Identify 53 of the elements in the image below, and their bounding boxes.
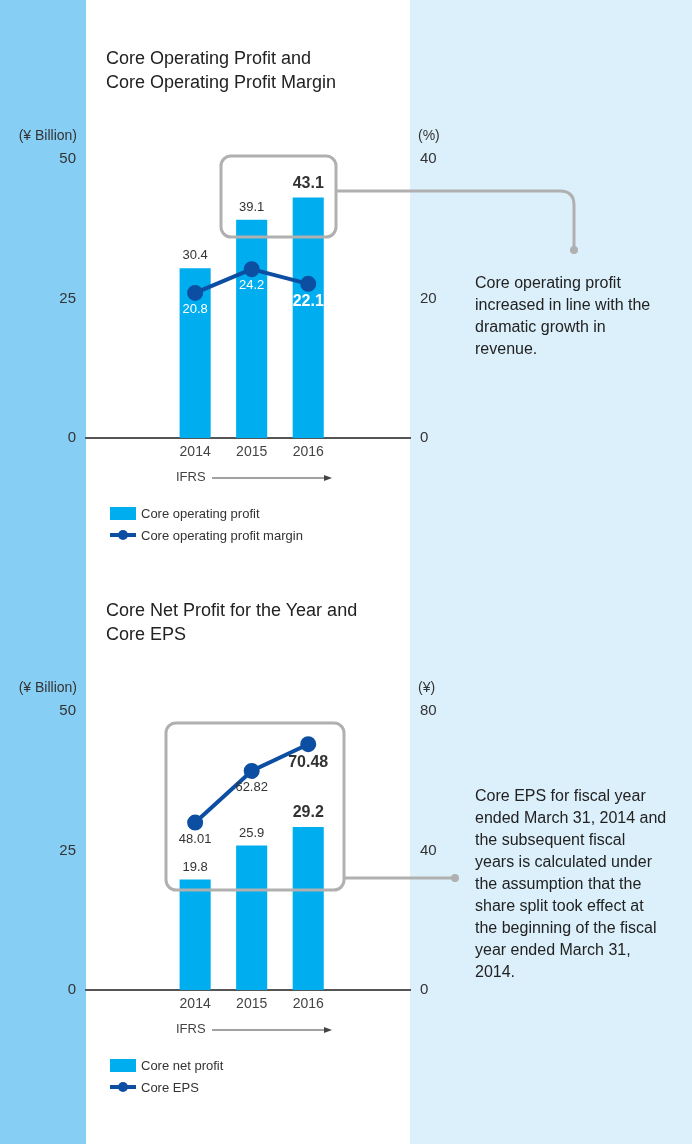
legend-label: Core EPS xyxy=(141,1079,199,1095)
y2-tick-label: 0 xyxy=(420,980,429,998)
x-tick-label: 2015 xyxy=(236,443,268,460)
bar xyxy=(236,219,268,438)
y-axis-title: (¥ Billion) xyxy=(18,127,77,143)
y2-axis-title: (%) xyxy=(418,127,440,143)
data-label: 70.48 xyxy=(288,752,329,770)
x-tick-label: 2014 xyxy=(179,443,211,460)
y2-tick-label: 40 xyxy=(420,840,437,858)
y-tick-label: 50 xyxy=(59,701,76,719)
text: Core EPS for fiscal year ended March 31, 2014 and the subsequent fiscal years is calculated under the assumption that the share split took effect at the beginning of the fiscal year ended March 31, 2014. xyxy=(475,787,667,980)
y2-tick-label: 40 xyxy=(420,149,437,167)
data-label: 30.4 xyxy=(182,247,208,263)
y-tick-label: 0 xyxy=(67,980,76,998)
y2-tick-label: 0 xyxy=(420,428,429,446)
y2-tick-label: 80 xyxy=(420,701,437,719)
y-tick-label: 25 xyxy=(59,288,76,306)
data-label: 48.01 xyxy=(178,830,212,846)
point xyxy=(187,814,204,831)
y-axis-title: (¥ Billion) xyxy=(18,679,77,695)
data-label: 22.1 xyxy=(292,292,324,310)
bar xyxy=(292,827,324,990)
x-tick-label: 2016 xyxy=(292,995,324,1012)
bar xyxy=(236,845,268,990)
data-label: 29.2 xyxy=(292,803,324,821)
data-label: 43.1 xyxy=(292,173,324,191)
x-tick-label: 2014 xyxy=(179,995,211,1012)
point xyxy=(243,762,260,779)
text: IFRS xyxy=(176,1021,206,1036)
data-label: 19.8 xyxy=(182,858,208,874)
legend-label: Core operating profit margin xyxy=(141,527,303,543)
data-label: 25.9 xyxy=(239,824,265,840)
point xyxy=(300,736,317,753)
x-tick-label: 2015 xyxy=(236,995,268,1012)
bar xyxy=(179,268,211,438)
y2-tick-label: 20 xyxy=(420,288,437,306)
x-tick-label: 2016 xyxy=(292,443,324,460)
legend-label: Core net profit xyxy=(141,1057,224,1073)
bar xyxy=(292,197,324,438)
y-tick-label: 50 xyxy=(59,149,76,167)
y-tick-label: 25 xyxy=(59,840,76,858)
text: IFRS xyxy=(176,469,206,484)
data-label: 39.1 xyxy=(239,198,265,214)
data-label: 24.2 xyxy=(239,277,265,293)
y-tick-label: 0 xyxy=(67,428,76,446)
chart-title: Core Net Profit for the Year and Core EPS xyxy=(106,599,358,646)
data-label: 62.82 xyxy=(235,778,268,794)
chart-title: Core Operating Profit and Core Operating Profit Margin xyxy=(106,47,337,94)
y2-axis-title: (¥) xyxy=(418,679,436,695)
bar xyxy=(179,879,211,990)
data-label: 20.8 xyxy=(182,301,208,316)
legend-label: Core operating profit xyxy=(141,505,260,521)
text: Core operating profit increased in line with the dramatic growth in revenue. xyxy=(475,273,652,359)
